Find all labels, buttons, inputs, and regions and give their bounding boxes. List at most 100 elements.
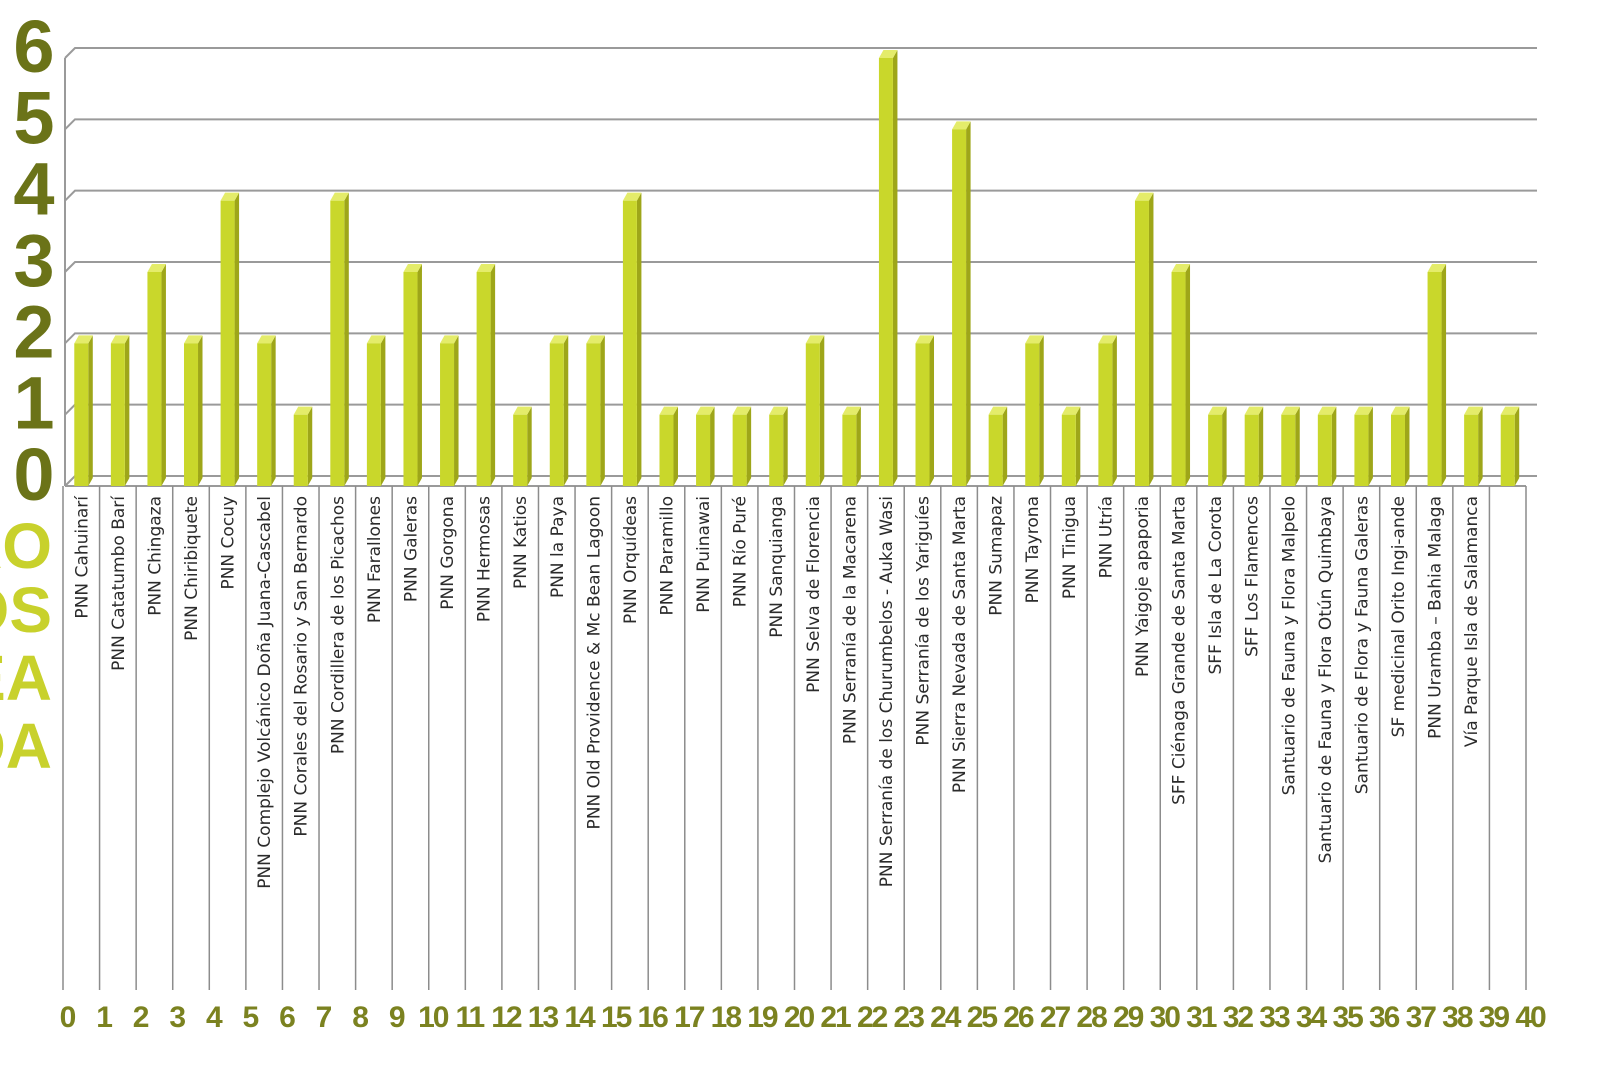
bar-side bbox=[1368, 406, 1373, 486]
bar-front bbox=[769, 414, 784, 486]
bar bbox=[1244, 406, 1264, 486]
bar bbox=[1134, 192, 1154, 486]
bar-side bbox=[417, 264, 422, 486]
bar-side bbox=[454, 335, 459, 486]
bar-side bbox=[1222, 406, 1227, 486]
bar-top bbox=[1134, 192, 1154, 201]
x-tick-label: 6 bbox=[279, 1001, 295, 1034]
x-tick-label: 11 bbox=[455, 1001, 484, 1034]
bar bbox=[257, 335, 276, 486]
bar-side bbox=[673, 406, 678, 486]
category-label: PNN Río Puré bbox=[731, 496, 751, 607]
x-tick-label: 27 bbox=[1040, 1001, 1071, 1034]
bar bbox=[586, 335, 605, 486]
bar-front bbox=[1098, 343, 1113, 486]
x-tick-label: 29 bbox=[1113, 1001, 1144, 1034]
bar bbox=[1025, 335, 1044, 486]
bar-front bbox=[952, 129, 967, 487]
bar-top bbox=[1098, 335, 1117, 344]
bar bbox=[1354, 406, 1373, 486]
category-label: PNN Yaigoje apaporia bbox=[1133, 496, 1153, 677]
x-tick-label: 40 bbox=[1515, 1001, 1546, 1034]
x-tick-label: 7 bbox=[316, 1001, 332, 1034]
bar-front bbox=[1134, 200, 1149, 486]
bar-side bbox=[234, 192, 240, 486]
category-label: Santuario de Fauna y Flora Otún Quimbaya bbox=[1316, 496, 1336, 863]
category-label: PNN Uramba – Bahia Malaga bbox=[1426, 496, 1446, 739]
x-tick-label: 31 bbox=[1186, 1001, 1217, 1034]
bar-top bbox=[915, 335, 935, 344]
y-tick-label: 3 bbox=[13, 219, 54, 302]
bar-side bbox=[198, 335, 203, 486]
bar-side bbox=[1514, 406, 1520, 486]
x-tick-label: 9 bbox=[389, 1001, 405, 1034]
bar-front bbox=[330, 200, 345, 486]
category-label: PNN Serranía de los Yariguíes bbox=[914, 496, 934, 746]
category-label: PNN Tinigua bbox=[1060, 496, 1080, 599]
y-tick-label: 4 bbox=[13, 148, 54, 231]
bar-front bbox=[732, 414, 747, 486]
category-label: PNN Sumapaz bbox=[987, 496, 1007, 616]
bar bbox=[696, 406, 715, 486]
bar-front bbox=[257, 343, 272, 486]
bar bbox=[440, 335, 459, 486]
x-tick-label: 25 bbox=[967, 1001, 998, 1034]
bar bbox=[110, 335, 130, 486]
category-label: SFF Los Flamencos bbox=[1243, 496, 1263, 657]
x-tick-label: 19 bbox=[747, 1001, 778, 1034]
bar bbox=[1317, 406, 1337, 486]
gridline bbox=[64, 332, 1537, 345]
y-tick-label: 6 bbox=[13, 5, 54, 88]
bar-top bbox=[110, 335, 130, 344]
x-tick-label: 5 bbox=[243, 1001, 259, 1034]
category-label: PNN Catatumbo Barí bbox=[109, 495, 129, 671]
bar-front bbox=[403, 272, 418, 486]
bar-top bbox=[1317, 406, 1337, 415]
bar-front bbox=[1061, 414, 1076, 486]
bar-front bbox=[659, 414, 674, 486]
category-label: PNN Sierra Nevada de Santa Marta bbox=[950, 496, 970, 793]
bar-top bbox=[1281, 406, 1300, 415]
category-label: PNN Farallones bbox=[365, 496, 385, 623]
bar-front bbox=[842, 414, 857, 486]
bar-top bbox=[1208, 406, 1227, 415]
category-label: Vía Parque Isla de Salamanca bbox=[1462, 496, 1482, 747]
bar-side bbox=[636, 192, 642, 486]
bar-top bbox=[1390, 406, 1410, 415]
bar-side bbox=[856, 406, 861, 486]
bar-top bbox=[257, 335, 276, 344]
bar-top bbox=[1061, 406, 1081, 415]
category-label: PNN Cahuinarí bbox=[72, 495, 92, 619]
bar-top bbox=[1464, 406, 1483, 415]
bar-front bbox=[915, 343, 930, 486]
category-label: PNN Serranía de la Macarena bbox=[840, 496, 860, 744]
bar-side bbox=[819, 335, 825, 486]
x-tick-label: 1 bbox=[96, 1001, 112, 1034]
bar-side bbox=[1002, 406, 1008, 486]
bar bbox=[184, 335, 203, 486]
bar bbox=[1208, 406, 1227, 486]
bar-side bbox=[1404, 406, 1410, 486]
category-label: PNN Chingaza bbox=[145, 496, 165, 616]
bar bbox=[549, 335, 569, 486]
bar bbox=[330, 192, 349, 486]
bar-top bbox=[184, 335, 203, 344]
bar-front bbox=[1244, 414, 1259, 486]
bar bbox=[1061, 406, 1081, 486]
bar-side bbox=[88, 335, 93, 486]
bar bbox=[915, 335, 935, 486]
category-label: PNN Chiribiquete bbox=[182, 496, 202, 641]
bar-top bbox=[952, 121, 971, 130]
bar bbox=[476, 264, 496, 486]
category-label: PNN Sanquianga bbox=[767, 496, 787, 638]
bar bbox=[74, 335, 93, 486]
bar-side bbox=[1075, 406, 1081, 486]
bar bbox=[952, 121, 971, 487]
category-label: PNN Galeras bbox=[401, 496, 421, 602]
bar-front bbox=[184, 343, 199, 486]
x-tick-label: 14 bbox=[564, 1001, 596, 1034]
bar-side bbox=[1258, 406, 1264, 486]
bar-top bbox=[878, 50, 898, 58]
bar-top bbox=[1244, 406, 1264, 415]
